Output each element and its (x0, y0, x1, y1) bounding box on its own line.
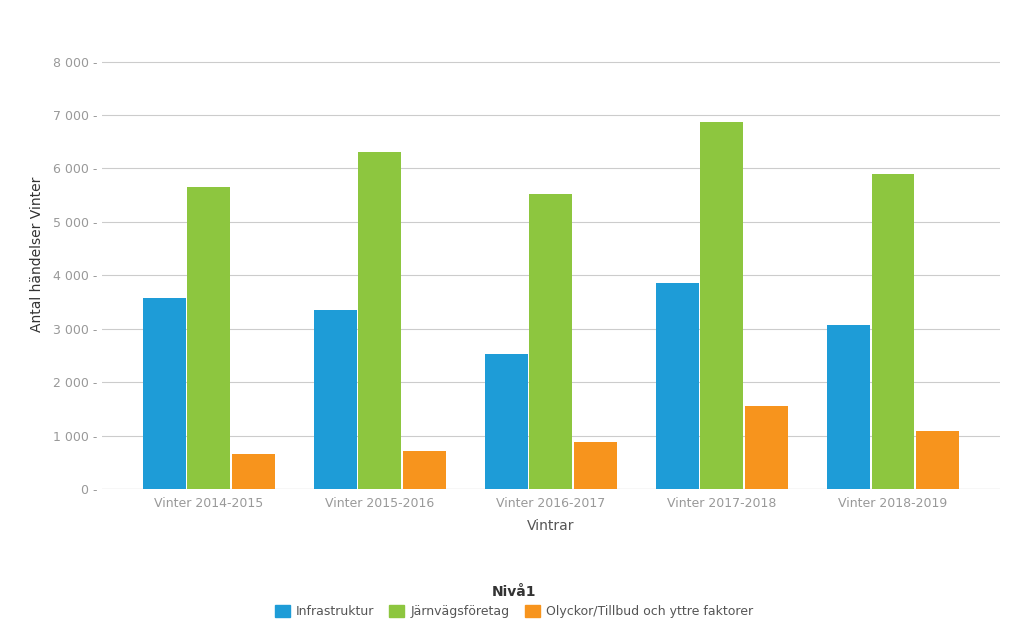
Bar (744, 406, 787, 489)
Bar (826, 325, 869, 489)
Y-axis label: Antal händelser Vinter: Antal händelser Vinter (31, 176, 44, 332)
Bar (187, 187, 230, 489)
Bar (484, 354, 527, 489)
Bar (655, 283, 698, 489)
Bar (231, 455, 274, 489)
Bar (529, 194, 572, 489)
Bar (700, 122, 743, 489)
Bar (358, 152, 400, 489)
Bar (870, 174, 913, 489)
X-axis label: Vintrar: Vintrar (527, 519, 574, 533)
Bar (143, 298, 185, 489)
Bar (574, 442, 616, 489)
Bar (314, 310, 357, 489)
Bar (403, 451, 445, 489)
Legend: Infrastruktur, Järnvägsföretag, Olyckor/Tillbud och yttre faktorer: Infrastruktur, Järnvägsföretag, Olyckor/… (270, 580, 757, 623)
Bar (915, 431, 958, 489)
